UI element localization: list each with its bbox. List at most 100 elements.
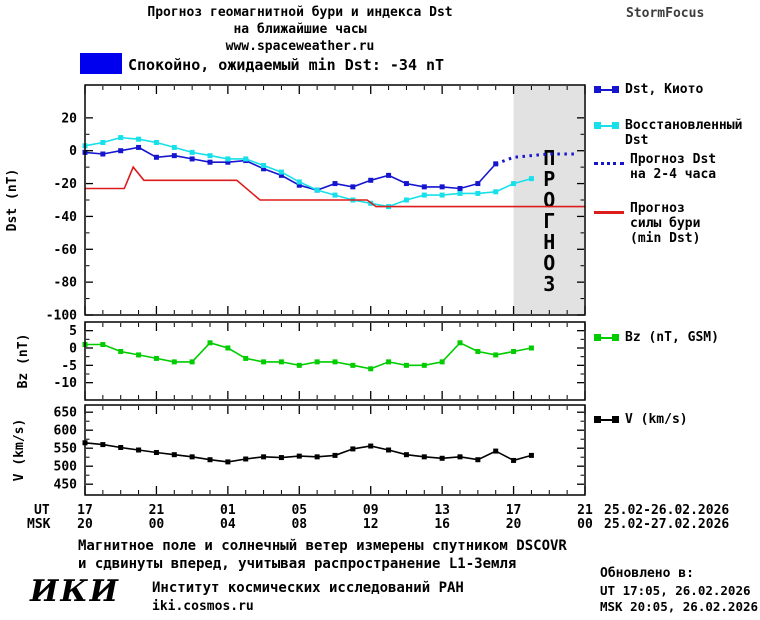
measurement-note: Магнитное поле и солнечный ветер измерен… [78, 537, 567, 573]
series-line [85, 165, 585, 208]
legend-v: V (km/s) [594, 412, 743, 427]
chart-title-line1: Прогноз геомагнитной бури и индекса Dst [147, 5, 453, 20]
marker-square [594, 416, 601, 423]
series-line [84, 442, 532, 463]
chart-title-line2: на ближайшие часы [233, 22, 367, 37]
marker-square [612, 416, 619, 423]
svg-text:05: 05 [291, 503, 307, 518]
note-line1: Магнитное поле и солнечный ветер измерен… [78, 538, 567, 554]
legend-label: Прогноз силы бури (min Dst) [630, 201, 701, 246]
dst-kyoto-marker-icon [594, 86, 619, 93]
legend-storm-forecast: Прогноз силы бури (min Dst) [594, 201, 712, 246]
panel-border [84, 84, 586, 316]
svg-text:12: 12 [363, 517, 379, 532]
forecast-region [513, 86, 584, 314]
institute-site-link[interactable]: iki.cosmos.ru [152, 599, 254, 614]
status-text: Спокойно, ожидаемый min Dst: -34 nT [128, 56, 445, 74]
y-axis-label: Bz (nT) [16, 334, 31, 389]
forecast-watermark-letter: Г [543, 209, 555, 233]
y-axis-label: V (km/s) [12, 419, 27, 482]
svg-text:08: 08 [291, 517, 307, 532]
forecast-watermark-letter: З [543, 272, 555, 296]
note-line2: и сдвинуты вперед, учитывая распростране… [78, 556, 517, 572]
marker-square [612, 334, 619, 341]
iki-logo: ИКИ [30, 574, 120, 609]
marker-square [594, 122, 601, 129]
legend-label: Восстановленный Dst [625, 118, 743, 148]
svg-text:-60: -60 [54, 243, 78, 258]
svg-text:17: 17 [77, 503, 93, 518]
svg-text:MSK: MSK [27, 517, 51, 532]
svg-text:01: 01 [220, 503, 236, 518]
marker-dotted-line [594, 162, 624, 165]
marker-square [612, 122, 619, 129]
svg-text:09: 09 [363, 503, 379, 518]
svg-text:16: 16 [434, 517, 450, 532]
svg-text:20: 20 [506, 517, 522, 532]
updated-msk: MSK 20:05, 26.02.2026 [600, 599, 759, 614]
marker-solid-line [594, 211, 624, 214]
svg-text:13: 13 [434, 503, 450, 518]
series-line [85, 341, 532, 370]
brand-label: StormFocus [626, 6, 705, 21]
marker-square [594, 334, 601, 341]
legend-restored-dst: Восстановленный Dst [594, 118, 743, 148]
svg-text:25.02-26.02.2026: 25.02-26.02.2026 [604, 503, 729, 518]
series-line [84, 146, 497, 191]
svg-text:550: 550 [54, 442, 78, 457]
svg-text:20: 20 [61, 111, 77, 126]
dotted-line-icon [594, 156, 624, 165]
svg-text:650: 650 [54, 406, 78, 421]
header: Прогноз геомагнитной бури и индекса Dst … [60, 4, 540, 55]
updated-label: Обновлено в: [600, 566, 694, 581]
svg-text:00: 00 [149, 517, 165, 532]
svg-text:17: 17 [506, 503, 522, 518]
svg-text:-10: -10 [54, 376, 78, 391]
series-line [495, 152, 578, 166]
legend-label: Bz (nT, GSM) [625, 330, 719, 345]
series-line [84, 136, 532, 208]
legend-dst-kyoto: Dst, Киото [594, 82, 743, 97]
panel-border [84, 321, 586, 401]
svg-text:04: 04 [220, 517, 236, 532]
quiet-status-swatch [80, 53, 122, 74]
svg-text:-5: -5 [61, 359, 77, 374]
website-link[interactable]: www.spaceweather.ru [225, 39, 375, 54]
updated-ut: UT 17:05, 26.02.2026 [600, 583, 751, 598]
svg-text:0: 0 [69, 342, 77, 357]
svg-text:-20: -20 [54, 177, 78, 192]
svg-text:25.02-27.02.2026: 25.02-27.02.2026 [604, 517, 729, 532]
svg-text:600: 600 [54, 424, 78, 439]
svg-text:-40: -40 [54, 210, 78, 225]
institute-name: Институт космических исследований РАН [152, 580, 464, 596]
svg-text:UT: UT [34, 503, 50, 518]
marker-line [601, 124, 612, 127]
svg-text:500: 500 [54, 460, 78, 475]
svg-text:-80: -80 [54, 276, 78, 291]
forecast-watermark-letter: О [543, 251, 555, 275]
forecast-watermark-letter: Р [543, 167, 555, 191]
svg-text:00: 00 [577, 517, 593, 532]
marker-line [601, 336, 612, 339]
bz-marker-icon [594, 334, 619, 341]
svg-text:5: 5 [69, 324, 77, 339]
y-axis-label: Dst (nT) [5, 169, 20, 232]
marker-line [601, 418, 612, 421]
marker-square [594, 86, 601, 93]
red-line-icon [594, 205, 624, 214]
legend-label: V (km/s) [625, 412, 688, 427]
restored-dst-marker-icon [594, 122, 619, 129]
legend-label: Dst, Киото [625, 82, 704, 97]
forecast-watermark-letter: П [543, 146, 555, 170]
forecast-watermark-letter: Н [543, 230, 555, 254]
legend-label: Прогноз Dst на 2-4 часа [630, 152, 717, 182]
svg-text:450: 450 [54, 478, 78, 493]
legend-dst-forecast: Прогноз Dst на 2-4 часа [594, 152, 722, 182]
v-marker-icon [594, 416, 619, 423]
marker-line [601, 88, 612, 91]
svg-text:21: 21 [149, 503, 165, 518]
svg-text:0: 0 [69, 144, 77, 159]
panel-border [84, 404, 586, 496]
